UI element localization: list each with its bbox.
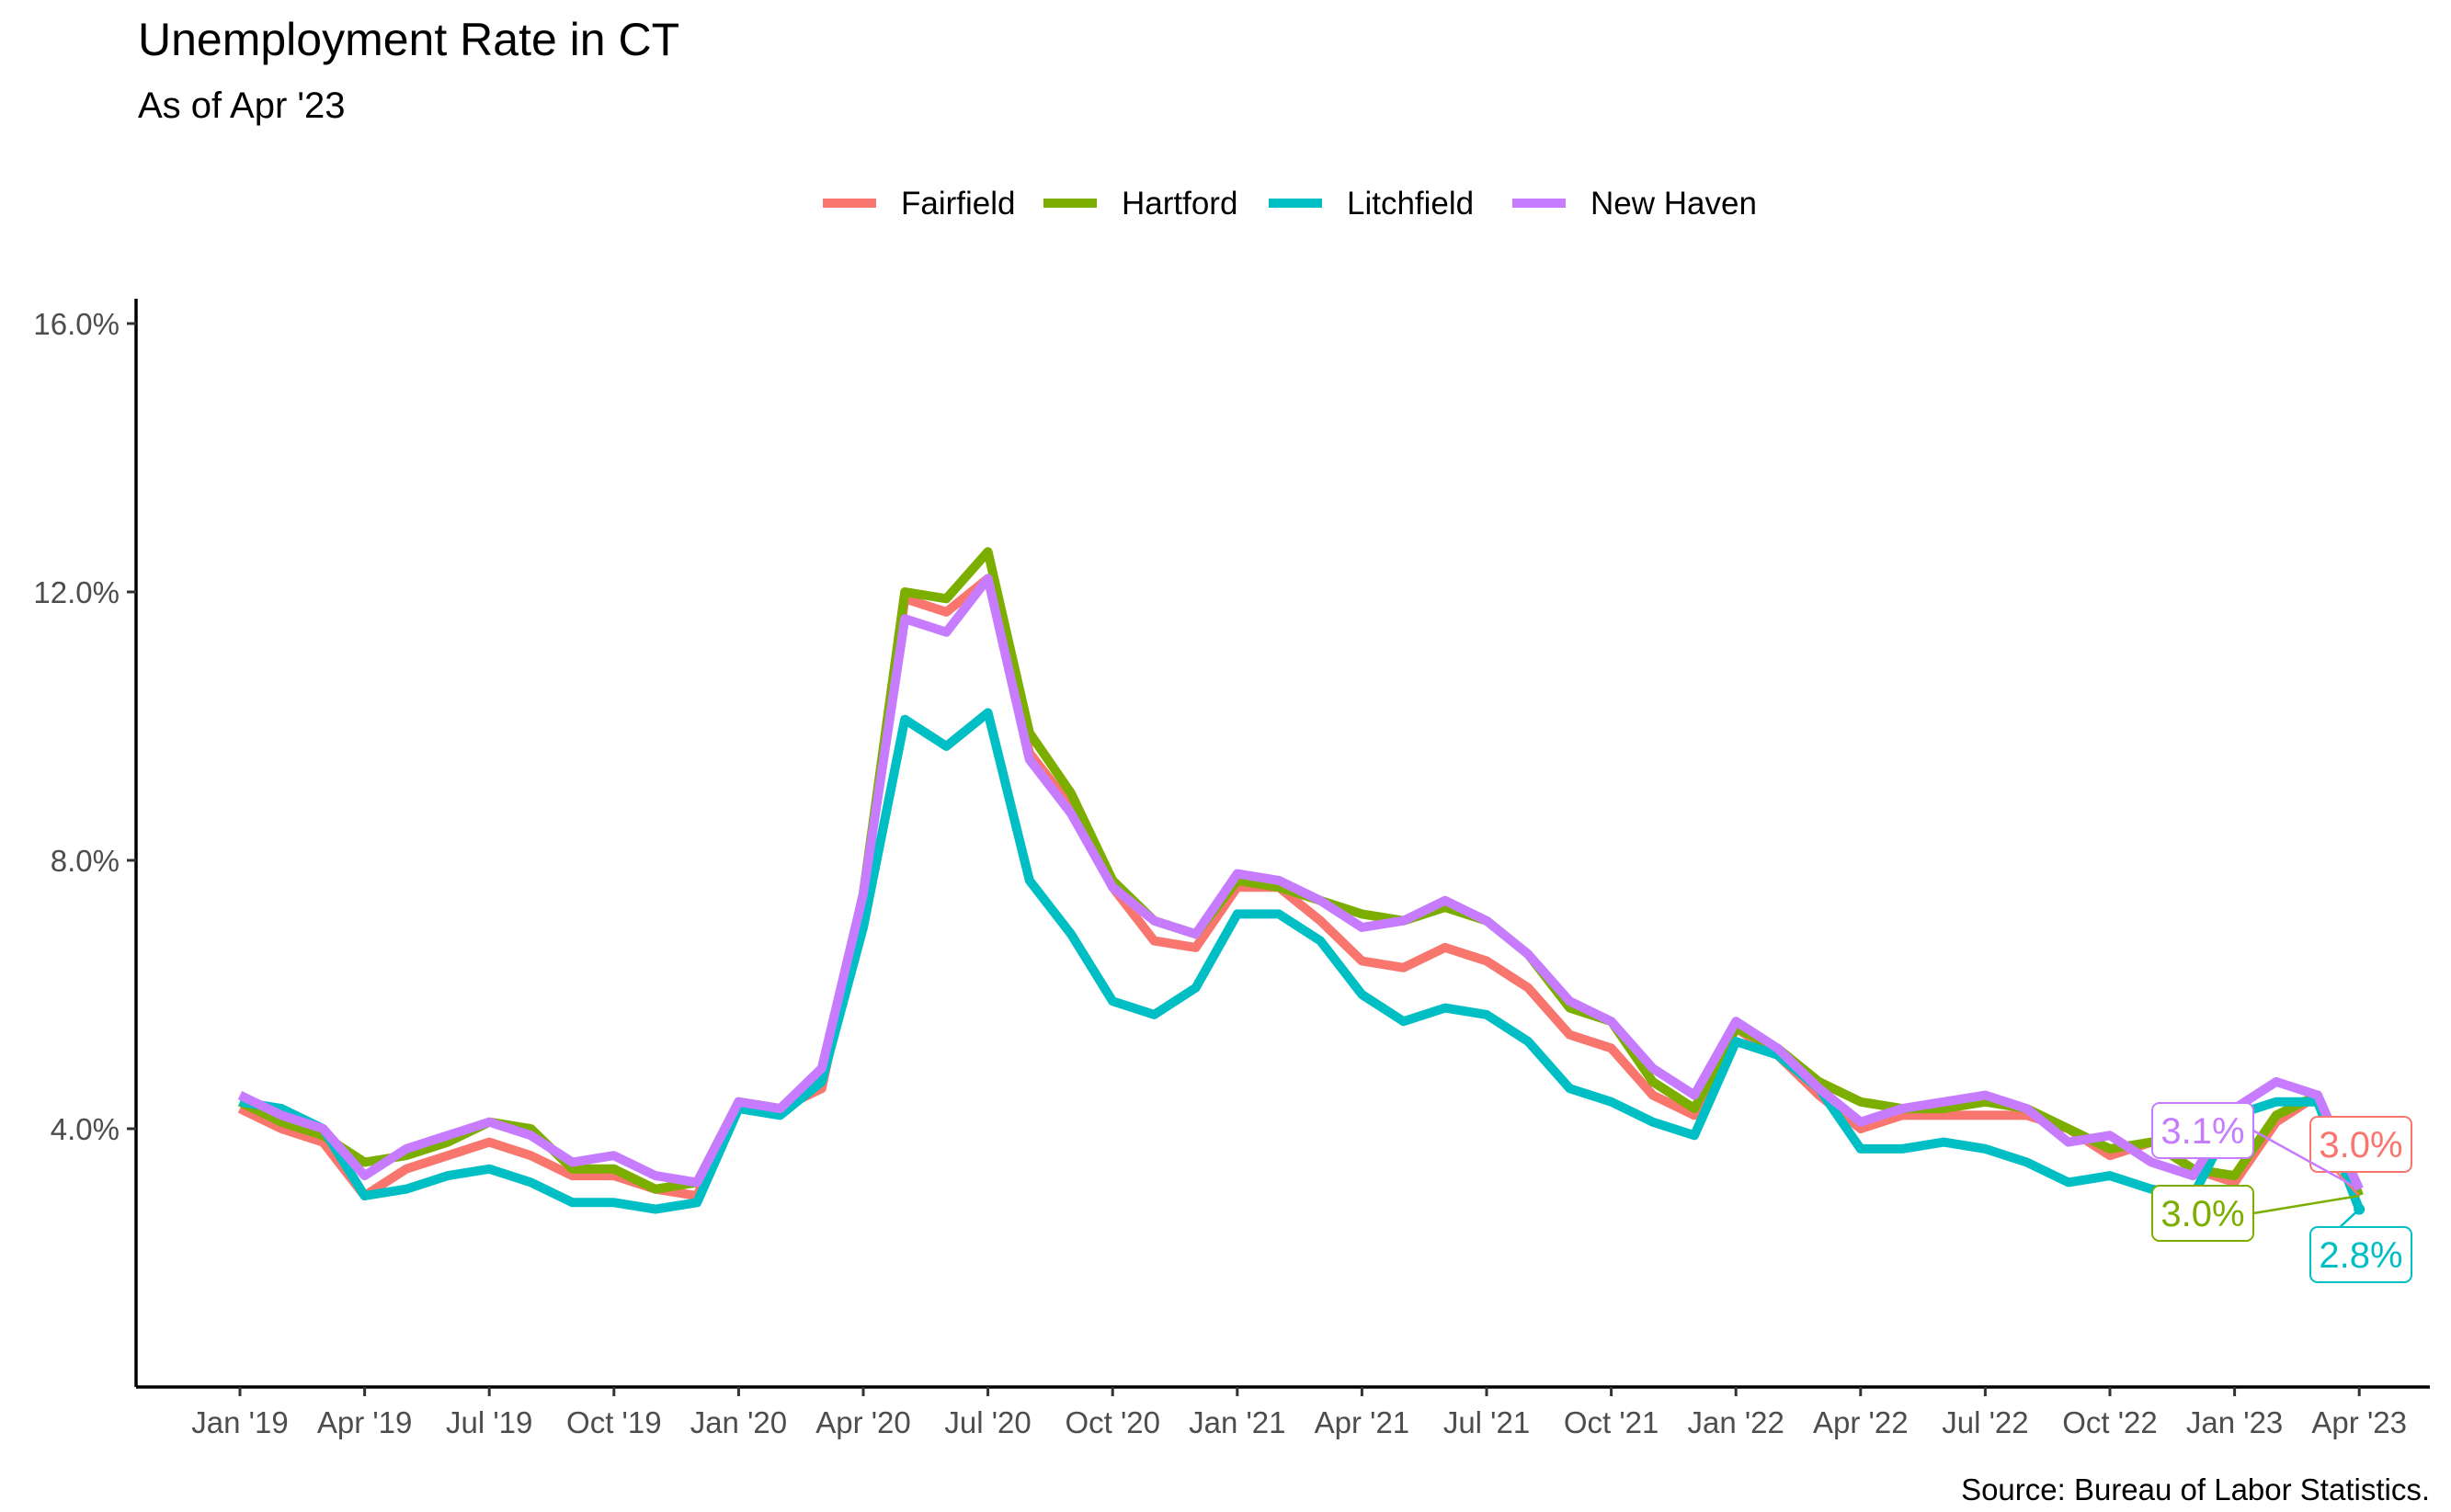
- series-end-point-litchfield: [2354, 1203, 2366, 1215]
- x-tick-label: Oct '19: [566, 1405, 662, 1439]
- x-tick-label: Apr '19: [317, 1405, 413, 1439]
- y-tick-label: 4.0%: [51, 1112, 120, 1146]
- x-tick-label: Oct '21: [1564, 1405, 1659, 1439]
- end-label-litchfield: 2.8%: [2309, 1208, 2412, 1283]
- end-labels: 3.0% 3.0% 2.8% 3.1%: [2151, 1102, 2412, 1283]
- end-label-box: [2151, 1185, 2254, 1242]
- x-axis-ticks: Jan '19 Apr '19 Jul '19 Oct '19 Jan '20 Apr '…: [191, 1387, 2407, 1439]
- x-tick-label: Jan '21: [1189, 1405, 1285, 1439]
- legend-item-new-haven: New Haven: [1512, 186, 1757, 222]
- legend: Fairfield Hartford Litchfield New Haven: [823, 186, 1757, 222]
- end-label-fairfield: 3.0%: [2309, 1116, 2412, 1197]
- legend-label: New Haven: [1590, 186, 1757, 222]
- x-tick-label: Jan '20: [690, 1405, 787, 1439]
- x-tick-label: Jan '22: [1688, 1405, 1784, 1439]
- end-label-value: 3.0%: [2160, 1194, 2244, 1234]
- y-axis-ticks: 4.0% 8.0% 12.0% 16.0%: [33, 307, 136, 1146]
- x-tick-label: Jan '19: [191, 1405, 288, 1439]
- x-tick-label: Jul '19: [446, 1405, 532, 1439]
- series-line-fairfield: [237, 574, 2364, 1200]
- end-label-box: [2309, 1226, 2412, 1283]
- x-tick-label: Jul '22: [1942, 1405, 2028, 1439]
- end-label-box: [2151, 1102, 2254, 1159]
- series-line-new-haven: [237, 574, 2364, 1191]
- x-tick-label: Jul '20: [944, 1405, 1031, 1439]
- x-tick-label: Jul '21: [1443, 1405, 1530, 1439]
- x-tick-label: Jan '23: [2186, 1405, 2283, 1439]
- y-tick-label: 16.0%: [33, 307, 120, 341]
- end-label-leader: [2252, 1194, 2360, 1215]
- x-tick-label: Oct '20: [1065, 1405, 1160, 1439]
- series-line-litchfield: [239, 708, 2364, 1214]
- chart-title: Unemployment Rate in CT: [138, 14, 679, 65]
- y-tick-label: 12.0%: [33, 575, 120, 609]
- end-label-new-haven: 3.1%: [2151, 1102, 2360, 1190]
- x-tick-label: Apr '21: [1315, 1405, 1410, 1439]
- end-label-value: 2.8%: [2319, 1235, 2402, 1276]
- legend-item-hartford: Hartford: [1043, 186, 1237, 222]
- legend-label: Fairfield: [901, 186, 1015, 222]
- end-label-box: [2309, 1116, 2412, 1173]
- series-lines: [237, 547, 2364, 1214]
- source-caption: Source: Bureau of Labor Statistics.: [1961, 1472, 2430, 1506]
- chart-subtitle: As of Apr '23: [138, 85, 346, 126]
- series-line-hartford: [237, 547, 2364, 1198]
- legend-label: Litchfield: [1347, 186, 1474, 222]
- x-tick-label: Apr '23: [2311, 1405, 2407, 1439]
- legend-item-fairfield: Fairfield: [823, 186, 1015, 222]
- x-tick-label: Apr '22: [1813, 1405, 1909, 1439]
- plot-area: 4.0% 8.0% 12.0% 16.0% Jan '19 Apr '19 Jul '19…: [33, 299, 2430, 1439]
- x-tick-label: Apr '20: [815, 1405, 911, 1439]
- legend-item-litchfield: Litchfield: [1269, 186, 1474, 222]
- x-tick-label: Oct '22: [2062, 1405, 2158, 1439]
- end-label-hartford: 3.0%: [2151, 1185, 2360, 1242]
- legend-label: Hartford: [1122, 186, 1237, 222]
- y-tick-label: 8.0%: [51, 844, 120, 878]
- end-label-leader: [2252, 1129, 2360, 1190]
- end-label-value: 3.1%: [2160, 1111, 2244, 1152]
- end-label-value: 3.0%: [2319, 1125, 2402, 1165]
